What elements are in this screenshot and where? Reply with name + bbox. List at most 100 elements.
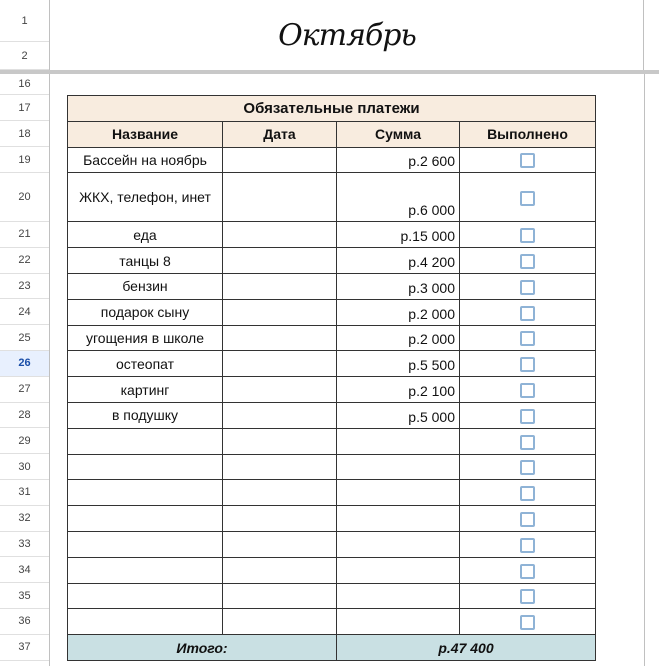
checkbox[interactable] [520, 589, 535, 605]
payment-date[interactable] [222, 453, 337, 481]
payment-name[interactable]: танцы 8 [67, 247, 223, 274]
payment-sum[interactable]: р.3 000 [336, 272, 460, 300]
checkbox[interactable] [520, 537, 535, 553]
payment-date[interactable] [222, 298, 337, 326]
payment-name[interactable] [67, 505, 223, 532]
payment-date[interactable] [222, 401, 337, 429]
checkbox[interactable] [520, 486, 535, 502]
table-heading[interactable]: Обязательные платежи [67, 95, 596, 122]
row-number-32[interactable]: 32 [0, 506, 49, 532]
checkbox[interactable] [520, 190, 535, 206]
payment-name[interactable]: в подушку [67, 401, 223, 429]
payment-name[interactable] [67, 582, 223, 610]
payment-sum[interactable] [336, 556, 460, 584]
done-cell[interactable] [459, 556, 596, 584]
payment-name[interactable] [67, 556, 223, 584]
checkbox[interactable] [520, 460, 535, 476]
payment-name[interactable]: Бассейн на ноябрь [67, 146, 223, 174]
checkbox[interactable] [520, 305, 535, 321]
payment-date[interactable] [222, 247, 337, 274]
payment-date[interactable] [222, 272, 337, 300]
payment-name[interactable]: бензин [67, 272, 223, 300]
payment-date[interactable] [222, 427, 337, 455]
row-number-20[interactable]: 20 [0, 173, 49, 222]
row-number-24[interactable]: 24 [0, 299, 49, 326]
payment-name[interactable] [67, 608, 223, 636]
done-cell[interactable] [459, 427, 596, 455]
payment-sum[interactable] [336, 530, 460, 558]
payment-sum[interactable]: р.2 000 [336, 298, 460, 326]
payment-date[interactable] [222, 608, 337, 636]
row-number-37[interactable]: 37 [0, 635, 49, 661]
payment-sum[interactable] [336, 479, 460, 507]
checkbox[interactable] [520, 253, 535, 269]
payment-date[interactable] [222, 530, 337, 558]
row-number-1[interactable]: 1 [0, 0, 49, 42]
done-cell[interactable] [459, 146, 596, 174]
payment-name[interactable]: картинг [67, 376, 223, 403]
row-number-17[interactable]: 17 [0, 95, 49, 121]
row-number-19[interactable]: 19 [0, 147, 49, 173]
payment-sum[interactable]: р.2 600 [336, 146, 460, 174]
done-cell[interactable] [459, 324, 596, 352]
payment-name[interactable]: остеопат [67, 350, 223, 378]
done-cell[interactable] [459, 272, 596, 300]
payment-sum[interactable]: р.15 000 [336, 221, 460, 249]
row-number-29[interactable]: 29 [0, 428, 49, 455]
payment-date[interactable] [222, 376, 337, 403]
payment-date[interactable] [222, 221, 337, 249]
payment-date[interactable] [222, 582, 337, 610]
checkbox[interactable] [520, 511, 535, 527]
done-cell[interactable] [459, 608, 596, 636]
row-number-36[interactable]: 36 [0, 609, 49, 635]
payment-name[interactable] [67, 479, 223, 507]
payment-sum[interactable]: р.5 500 [336, 350, 460, 378]
done-cell[interactable] [459, 376, 596, 403]
payment-sum[interactable]: р.2 000 [336, 324, 460, 352]
checkbox[interactable] [520, 563, 535, 579]
total-label[interactable]: Итого: [67, 634, 337, 661]
payment-name[interactable]: угощения в школе [67, 324, 223, 352]
payment-date[interactable] [222, 146, 337, 174]
payment-name[interactable]: подарок сыну [67, 298, 223, 326]
row-number-34[interactable]: 34 [0, 557, 49, 584]
checkbox[interactable] [520, 615, 535, 631]
payment-sum[interactable]: р.6 000 [336, 172, 460, 223]
done-cell[interactable] [459, 401, 596, 429]
row-number-33[interactable]: 33 [0, 532, 49, 558]
payment-sum[interactable]: р.5 000 [336, 401, 460, 429]
payment-date[interactable] [222, 350, 337, 378]
done-cell[interactable] [459, 247, 596, 274]
row-number-28[interactable]: 28 [0, 403, 49, 429]
checkbox[interactable] [520, 228, 535, 244]
column-header-date[interactable]: Дата [222, 120, 337, 148]
checkbox[interactable] [520, 357, 535, 373]
payment-date[interactable] [222, 172, 337, 223]
freeze-divider[interactable] [0, 70, 659, 74]
checkbox[interactable] [520, 279, 535, 295]
payment-sum[interactable]: р.4 200 [336, 247, 460, 274]
column-header-name[interactable]: Название [67, 120, 223, 148]
payment-sum[interactable]: р.2 100 [336, 376, 460, 403]
row-number-31[interactable]: 31 [0, 480, 49, 506]
row-number-18[interactable]: 18 [0, 121, 49, 147]
payment-date[interactable] [222, 324, 337, 352]
row-number-27[interactable]: 27 [0, 377, 49, 403]
payment-name[interactable]: ЖКХ, телефон, инет [67, 172, 223, 223]
done-cell[interactable] [459, 350, 596, 378]
column-header-sum[interactable]: Сумма [336, 120, 460, 148]
row-number-25[interactable]: 25 [0, 325, 49, 351]
row-number-23[interactable]: 23 [0, 274, 49, 300]
payment-date[interactable] [222, 505, 337, 532]
row-number-35[interactable]: 35 [0, 583, 49, 609]
payment-sum[interactable] [336, 453, 460, 481]
checkbox[interactable] [520, 434, 535, 450]
done-cell[interactable] [459, 453, 596, 481]
done-cell[interactable] [459, 298, 596, 326]
row-number-2[interactable]: 2 [0, 42, 49, 70]
row-number-22[interactable]: 22 [0, 248, 49, 274]
payment-name[interactable]: еда [67, 221, 223, 249]
done-cell[interactable] [459, 221, 596, 249]
payment-sum[interactable] [336, 608, 460, 636]
payment-sum[interactable] [336, 427, 460, 455]
